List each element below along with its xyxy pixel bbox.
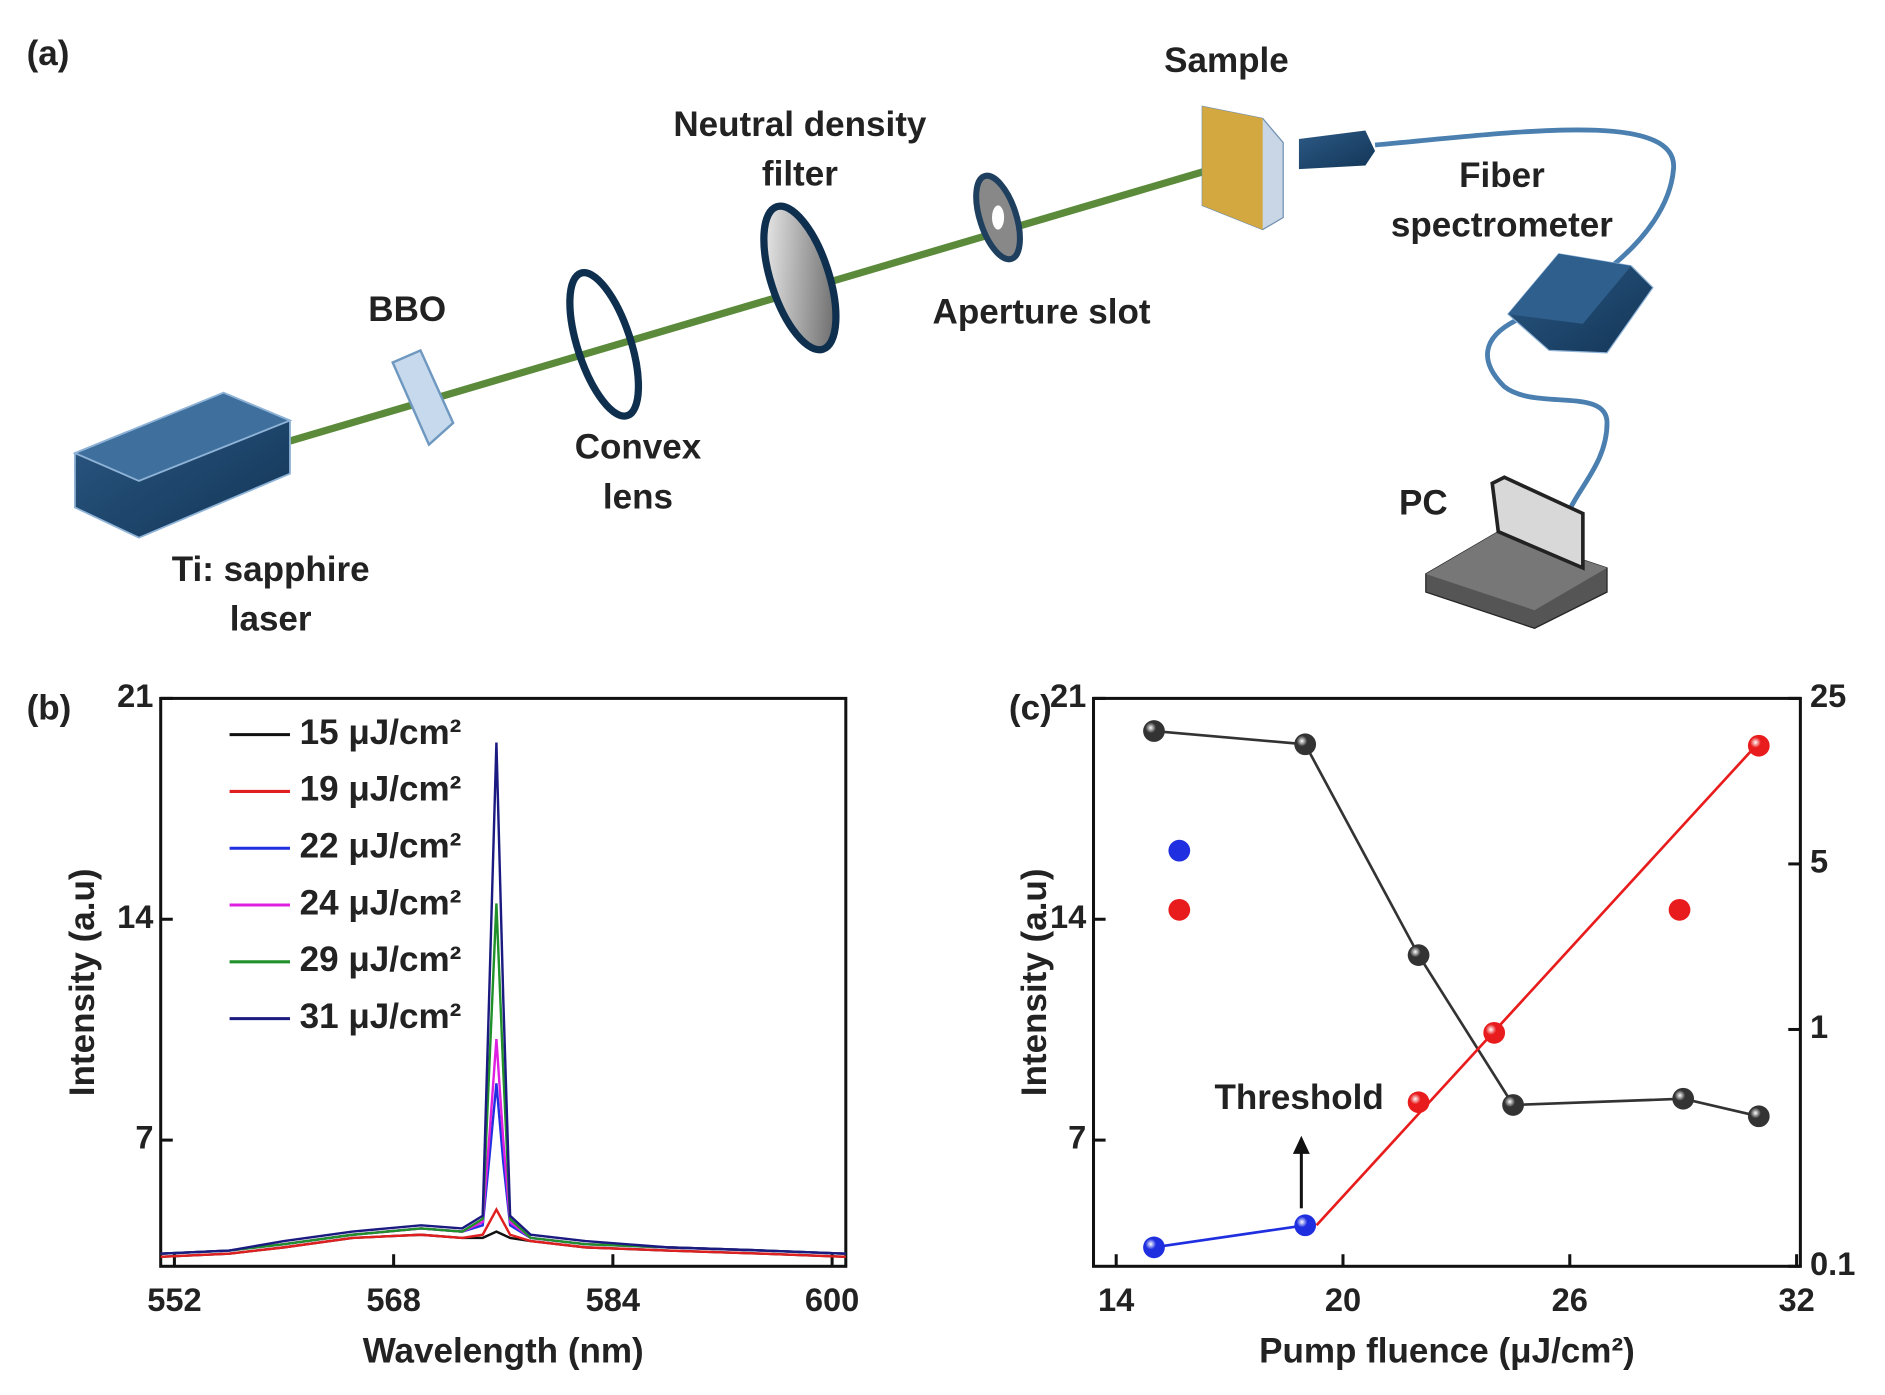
- fiber-head: [1298, 130, 1376, 170]
- setup-diagram: (a) Sample Neutral density filter Fiber spec…: [27, 34, 1676, 638]
- y-tick-label: 7: [135, 1119, 153, 1156]
- data-point: [1143, 720, 1165, 742]
- y2-tick-label: 5: [1810, 843, 1828, 880]
- plot-frame: [1092, 696, 1802, 1268]
- component-label: lens: [603, 477, 673, 516]
- component-label: spectrometer: [1391, 205, 1613, 244]
- x-tick-label: 584: [586, 1281, 640, 1318]
- x-tick-label: 600: [805, 1281, 859, 1318]
- x-tick-label: 32: [1778, 1281, 1814, 1318]
- spectrometer: [1507, 253, 1654, 354]
- marker-key: [1668, 898, 1691, 921]
- y-tick-label: 14: [117, 898, 153, 935]
- series-line: [1315, 741, 1760, 1227]
- spectrum-line: [160, 903, 846, 1255]
- annotation: Threshold: [1214, 1078, 1383, 1117]
- series-line: [1153, 1223, 1306, 1249]
- component-label: filter: [762, 155, 838, 194]
- y-axis-label: Intensity (a.u): [1015, 868, 1054, 1096]
- y2-tick-label: 25: [1810, 677, 1846, 714]
- legend-label: 22 μJ/cm²: [300, 826, 462, 865]
- y-axis-label: Intensity (a.u): [63, 868, 102, 1096]
- x-tick-label: 14: [1098, 1281, 1134, 1318]
- x-axis-label: Pump fluence (μJ/cm²): [1259, 1332, 1635, 1371]
- data-point: [1502, 1094, 1524, 1116]
- laser: [72, 391, 293, 539]
- labels: Sample Neutral density filter Fiber spectrom…: [172, 41, 1614, 638]
- component-label: Aperture slot: [933, 292, 1151, 331]
- panel-label: (a): [27, 34, 70, 73]
- legend-label: 19 μJ/cm²: [300, 770, 462, 809]
- x-axis-label: Wavelength (nm): [363, 1332, 644, 1371]
- component-label: Neutral density: [673, 105, 927, 144]
- charts: (b) Wavelength (nm) Intensity (a.u) 552 568 5…: [27, 677, 1856, 1371]
- series-line: [1153, 729, 1760, 1118]
- component-label: Sample: [1164, 41, 1289, 80]
- component-label: Convex: [575, 428, 702, 467]
- marker-key: [1168, 839, 1191, 862]
- x-tick-label: 20: [1325, 1281, 1361, 1318]
- legend-label: 29 μJ/cm²: [300, 940, 462, 979]
- data-point: [1747, 1105, 1770, 1128]
- component-label: Fiber: [1459, 156, 1545, 195]
- panel-label: (b): [27, 689, 72, 728]
- data-point: [1407, 1091, 1430, 1114]
- component-label: BBO: [368, 290, 446, 329]
- legend-label: 15 μJ/cm²: [300, 713, 462, 752]
- data-point: [1294, 1214, 1317, 1237]
- data-point: [1747, 734, 1770, 757]
- legend-label: 24 μJ/cm²: [300, 883, 462, 922]
- component-label: laser: [230, 599, 312, 638]
- y-tick-label: 21: [117, 677, 153, 714]
- y-tick-label: 21: [1050, 677, 1086, 714]
- aperture-hole: [992, 205, 1005, 230]
- data-point: [1672, 1087, 1695, 1110]
- threshold-arrowhead: [1292, 1135, 1310, 1154]
- x-tick-label: 552: [147, 1281, 201, 1318]
- data-point: [1143, 1236, 1165, 1259]
- plot-frame: [159, 696, 848, 1268]
- sample: [1201, 105, 1284, 231]
- component-label: Ti: sapphire: [172, 550, 370, 589]
- marker-key: [1168, 898, 1191, 921]
- convex-lens: [566, 269, 643, 420]
- x-tick-label: 568: [366, 1281, 420, 1318]
- nd-filter: [760, 202, 840, 354]
- laser-beam: [288, 159, 1234, 445]
- legend-label: 31 μJ/cm²: [300, 997, 462, 1036]
- x-tick-label: 26: [1552, 1281, 1588, 1318]
- data-point: [1483, 1021, 1506, 1044]
- y-tick-label: 7: [1068, 1119, 1086, 1156]
- y2-tick-label: 0.1: [1810, 1245, 1855, 1282]
- data-point: [1294, 733, 1317, 756]
- panel-label: (c): [1009, 689, 1052, 728]
- bbo-crystal: [391, 348, 455, 447]
- figure-content: (a) Sample Neutral density filter Fiber spec…: [27, 34, 1856, 1371]
- y-tick-label: 14: [1050, 898, 1086, 935]
- pc: [1425, 475, 1608, 629]
- spectrum-line: [160, 742, 846, 1255]
- spectrum-line: [160, 1206, 846, 1259]
- y2-tick-label: 1: [1810, 1008, 1828, 1045]
- spectrum-line: [160, 1083, 846, 1255]
- data-point: [1407, 944, 1430, 967]
- component-label: PC: [1399, 483, 1448, 522]
